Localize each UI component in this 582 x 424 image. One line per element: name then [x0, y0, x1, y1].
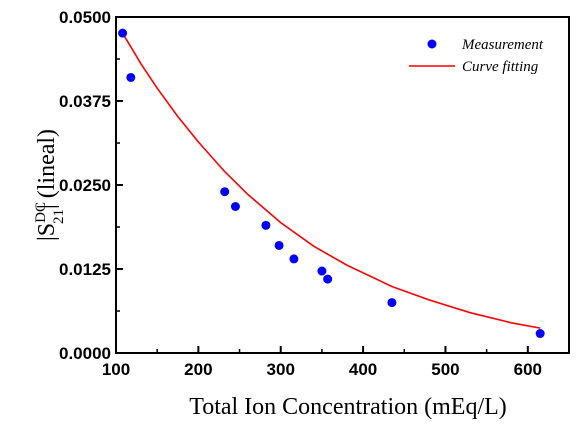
y-axis-title-prefix: |S: [34, 223, 60, 241]
y-axis-title: |SDC 21| (lineal): [33, 129, 67, 241]
x-tick-label: 100: [102, 360, 130, 379]
series-line-curve-fitting: [121, 32, 541, 329]
legend: Measurement Curve fitting: [409, 37, 544, 75]
series-layer: [118, 28, 545, 339]
data-point-measurement: [317, 266, 327, 276]
data-point-measurement: [118, 28, 128, 38]
data-point-measurement: [230, 202, 240, 212]
x-tick-label: 600: [514, 360, 542, 379]
x-axis-title: Total Ion Concentration (mEq/L): [189, 394, 507, 420]
data-point-measurement: [535, 329, 545, 339]
data-point-measurement: [323, 274, 333, 284]
y-tick-label: 0.0000: [59, 344, 111, 363]
x-tick-label: 500: [431, 360, 459, 379]
y-tick-label: 0.0500: [59, 8, 111, 27]
data-point-measurement: [289, 254, 299, 264]
y-tick-label: 0.0250: [59, 176, 111, 195]
y-tick-label: 0.0375: [59, 92, 111, 111]
data-point-measurement: [126, 72, 136, 82]
data-point-measurement: [274, 240, 284, 250]
data-point-measurement: [387, 298, 397, 308]
y-axis-title-sub: 21: [51, 209, 67, 224]
y-tick-label: 0.0125: [59, 260, 111, 279]
legend-label: Measurement: [461, 37, 544, 53]
data-point-measurement: [261, 220, 271, 230]
axes: 100 200 300 400 500 600 0.0000 0.0125 0.0250 0.03…: [59, 8, 570, 379]
data-point-measurement: [220, 187, 230, 197]
legend-marker-measurement: [427, 39, 437, 49]
x-tick-label: 300: [267, 360, 295, 379]
y-axis-title-sup: DC: [33, 202, 49, 223]
x-tick-label: 200: [184, 360, 212, 379]
legend-label: Curve fitting: [462, 59, 539, 75]
y-axis-title-suffix: | (lineal): [34, 129, 60, 209]
x-tick-label: 400: [349, 360, 377, 379]
